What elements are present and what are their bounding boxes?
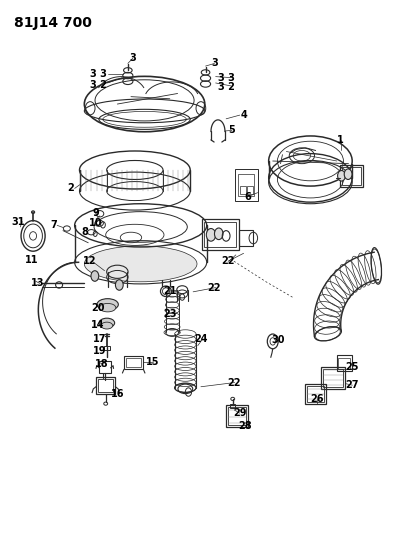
Text: 25: 25 [346,362,359,372]
Text: 6: 6 [244,192,251,202]
Bar [228,407,246,425]
Text: 81J14 700: 81J14 700 [15,16,92,30]
Text: 19: 19 [93,346,107,356]
Bar [323,369,344,387]
Bar [247,187,253,194]
Text: 27: 27 [346,380,359,390]
Text: 8: 8 [81,227,88,237]
Bar [124,356,143,369]
Text: 3: 3 [211,59,218,68]
Text: 2: 2 [67,183,74,193]
Circle shape [344,169,352,180]
Text: 29: 29 [233,408,247,418]
Text: 22: 22 [221,256,235,266]
Bar [204,222,236,247]
Text: 15: 15 [145,358,159,367]
Text: 28: 28 [239,421,253,431]
Bar [337,355,352,371]
Bar [338,358,350,369]
Text: 31: 31 [11,217,25,227]
Bar [238,174,254,196]
Circle shape [206,229,216,241]
Text: 22: 22 [208,282,221,293]
Bar [98,379,113,392]
Bar [235,169,258,200]
Ellipse shape [97,298,118,310]
Text: 3 3: 3 3 [89,69,106,79]
Text: 5: 5 [229,125,235,135]
Text: 3 2: 3 2 [218,82,234,92]
Ellipse shape [101,322,113,329]
Bar [342,167,361,185]
Bar [104,345,110,350]
Text: 10: 10 [89,217,103,228]
Text: 14: 14 [91,319,105,329]
Bar [240,187,245,194]
Text: 16: 16 [111,389,124,399]
Text: 30: 30 [272,335,285,345]
Text: 9: 9 [93,208,99,217]
Bar [126,358,141,367]
Text: 20: 20 [91,303,105,313]
Text: 7: 7 [50,220,57,230]
Bar [99,361,111,373]
Text: 3 3: 3 3 [218,72,234,83]
Text: 4: 4 [240,110,247,120]
Text: 21: 21 [163,286,177,296]
Bar [238,230,253,246]
Circle shape [115,280,123,290]
Bar [307,386,324,401]
Text: 11: 11 [25,255,39,265]
Bar [202,219,238,249]
Bar [226,405,248,427]
Ellipse shape [99,318,115,328]
Text: 12: 12 [84,256,97,266]
Text: 3: 3 [130,53,136,63]
Text: 18: 18 [95,359,109,369]
Text: 3 2: 3 2 [89,79,106,90]
Text: 23: 23 [163,309,177,319]
Bar [340,165,363,188]
Text: 1: 1 [337,135,344,145]
Text: 24: 24 [194,334,208,344]
Ellipse shape [84,246,197,282]
Text: 26: 26 [310,394,323,405]
Circle shape [214,228,223,240]
Text: 22: 22 [227,377,241,387]
Circle shape [338,171,346,181]
Bar [230,404,236,408]
Text: 17: 17 [93,334,107,344]
Ellipse shape [100,303,116,312]
Bar [321,367,346,389]
Circle shape [91,271,99,281]
Bar [305,384,326,403]
Text: 13: 13 [31,278,45,288]
Bar [96,377,115,394]
